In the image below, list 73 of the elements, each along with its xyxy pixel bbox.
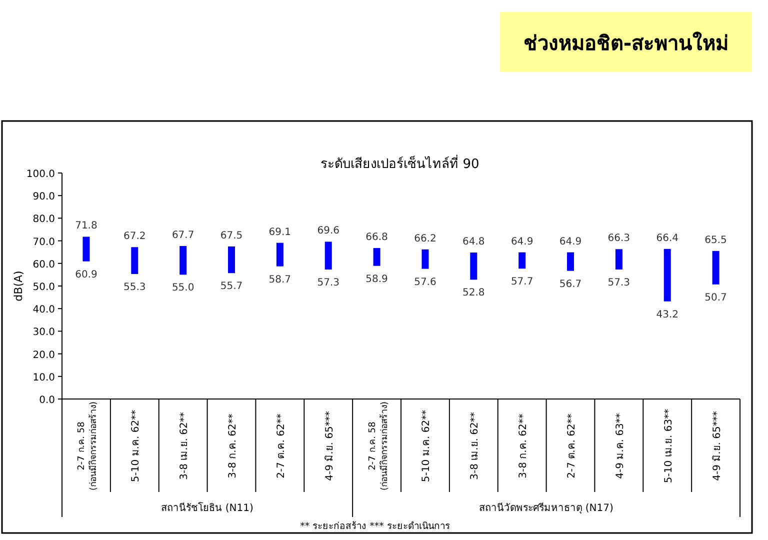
y-tick-label: 90.0 — [32, 192, 55, 203]
annotation: 57.3 — [317, 278, 340, 288]
annotation: 52.8 — [462, 288, 485, 299]
y-tick-label: 60.0 — [32, 259, 55, 270]
y-tick-label: 40.0 — [32, 304, 55, 316]
x-tick-label: 2-7 ต.ค. 62** — [276, 414, 287, 478]
bar — [373, 248, 380, 266]
y-tick-label: 20.0 — [32, 350, 55, 361]
annotation: 55.3 — [124, 282, 146, 294]
chart-title: ช่วงหมอชิต-สะพานใหม่ — [523, 31, 729, 55]
bar — [324, 242, 332, 270]
annotation: 69.1 — [268, 226, 292, 238]
annotation: 66.2 — [414, 233, 436, 244]
x-tick-label: 2-7 ต.ค. 62** — [566, 414, 578, 478]
text: สถานีวัดพระศรีมหาธาตุ (N17) — [479, 502, 614, 514]
x-tick-label: 3-8 ก.ค. 62** — [518, 414, 530, 478]
y-axis-title: dB(A) — [12, 270, 25, 302]
bar — [567, 252, 574, 271]
bar — [712, 250, 720, 284]
bar — [422, 249, 429, 269]
bar — [82, 236, 90, 262]
bar — [470, 252, 478, 280]
x-tick-label: 3-8 ก.ค. 62** — [228, 414, 238, 478]
annotation: 64.9 — [510, 236, 534, 248]
y-tick-label: 50.0 — [32, 282, 55, 293]
annotation: 71.8 — [75, 220, 98, 232]
bar — [228, 246, 235, 274]
annotation: 66.8 — [366, 232, 388, 244]
annotation: 60.9 — [75, 269, 98, 280]
text: ** ระยะก่อสร้าง *** ระยะดำเนินการ — [300, 521, 450, 532]
bar — [180, 246, 187, 275]
bar — [518, 252, 526, 269]
annotation: 55.7 — [220, 281, 243, 292]
annotation: 67.7 — [172, 230, 194, 241]
annotation: 67.2 — [124, 231, 146, 242]
x-tick-label: 4-9 มิ.ย. 65*** — [324, 411, 336, 481]
x-tick-label: 2-7 ก.ค. 58 (ก่อนมีกิจกรรมก่อสร้าง) — [77, 401, 100, 491]
annotation: 69.6 — [317, 226, 340, 237]
chart-subtitle: ระดับเสียงเปอร์เซ็นไทล์ที่ 90 — [320, 154, 480, 172]
annotation: 55.0 — [172, 282, 194, 294]
x-tick-label: 3-8 เม.ย. 62** — [470, 412, 481, 480]
y-tick-label: 0.0 — [39, 395, 55, 406]
y-tick-label: 30.0 — [32, 327, 55, 338]
x-tick-label: 3-8 เม.ย. 62** — [179, 412, 190, 480]
y-tick-label: 80.0 — [32, 214, 55, 226]
annotation: 58.7 — [268, 274, 292, 286]
bar — [131, 247, 138, 274]
annotation: 58.9 — [366, 274, 388, 285]
x-tick-label: 4-9 ม.ค. 63** — [614, 413, 626, 479]
annotation: 64.9 — [559, 236, 582, 248]
x-tick-label: 5-10 เม.ย. 63** — [663, 408, 674, 484]
annotation: 66.4 — [656, 232, 678, 244]
bar — [664, 248, 671, 302]
annotation: 65.5 — [704, 234, 727, 246]
y-tick-label: 70.0 — [32, 236, 55, 248]
x-tick-label: 2-7 ก.ค. 58 (ก่อนมีกิจกรรมก่อสร้าง) — [368, 401, 390, 491]
annotation: 57.7 — [510, 276, 534, 288]
x-tick-label: 5-10 ม.ค. 62** — [421, 410, 432, 482]
annotation: 57.3 — [608, 278, 630, 288]
annotation: 67.5 — [220, 230, 243, 242]
bar — [615, 249, 622, 270]
x-tick-label: 5-10 ม.ค. 62** — [130, 410, 142, 482]
annotation: 56.7 — [559, 278, 582, 290]
y-tick-label: 100.0 — [26, 169, 55, 180]
bar — [276, 242, 284, 266]
x-tick-label: 4-9 มิ.ย. 65*** — [712, 411, 723, 481]
annotation: 66.3 — [608, 233, 630, 244]
annotation: 64.8 — [462, 236, 485, 248]
y-tick-label: 10.0 — [32, 372, 55, 384]
annotation: 57.6 — [414, 276, 436, 288]
text: สถานีรัชโยธิน (N11) — [161, 501, 254, 514]
annotation: 50.7 — [704, 292, 727, 304]
annotation: 43.2 — [656, 309, 678, 320]
